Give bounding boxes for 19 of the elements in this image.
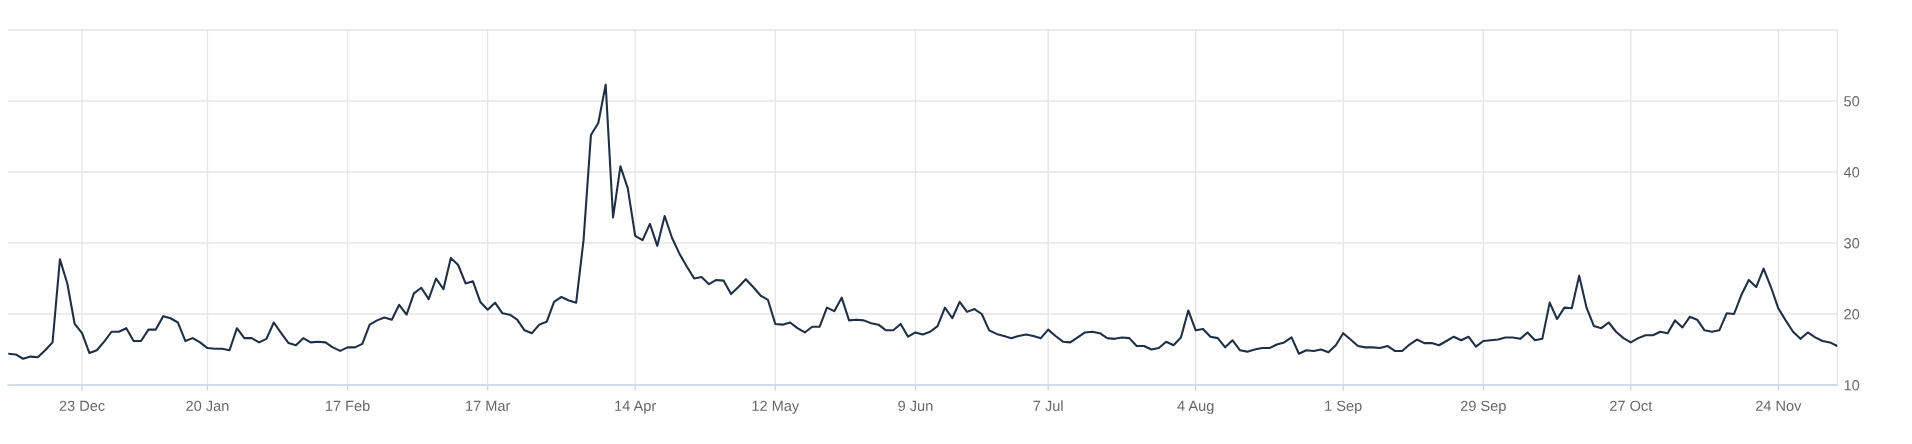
x-tick-label: 29 Sep [1460, 400, 1506, 414]
x-tick-label: 17 Mar [466, 400, 511, 411]
x-tick-label: 9 Jun [898, 400, 933, 411]
x-tick-label: 27 Oct [1610, 400, 1653, 411]
x-tick-label: 4 Aug [1177, 400, 1214, 414]
y-tick-label: 30 [1844, 238, 1860, 249]
line-series [8, 83, 1838, 360]
x-tick-label: 24 Nov [1755, 400, 1802, 411]
x-tick-label: 17 Feb [325, 400, 370, 411]
x-tick-label: 14 Apr [615, 400, 657, 414]
x-tick-label: 7 Jul [1033, 400, 1063, 411]
x-tick-label: 12 May [752, 400, 800, 414]
y-tick-label: 10 [1844, 380, 1860, 391]
x-tick-label: 20 Jan [186, 400, 229, 411]
y-tick-label: 20 [1844, 309, 1860, 320]
x-tick-label: 23 Dec [59, 400, 105, 411]
x-tick-label: 1 Sep [1325, 400, 1362, 414]
y-tick-label: 50 [1844, 96, 1860, 107]
y-tick-label: 40 [1843, 167, 1860, 178]
